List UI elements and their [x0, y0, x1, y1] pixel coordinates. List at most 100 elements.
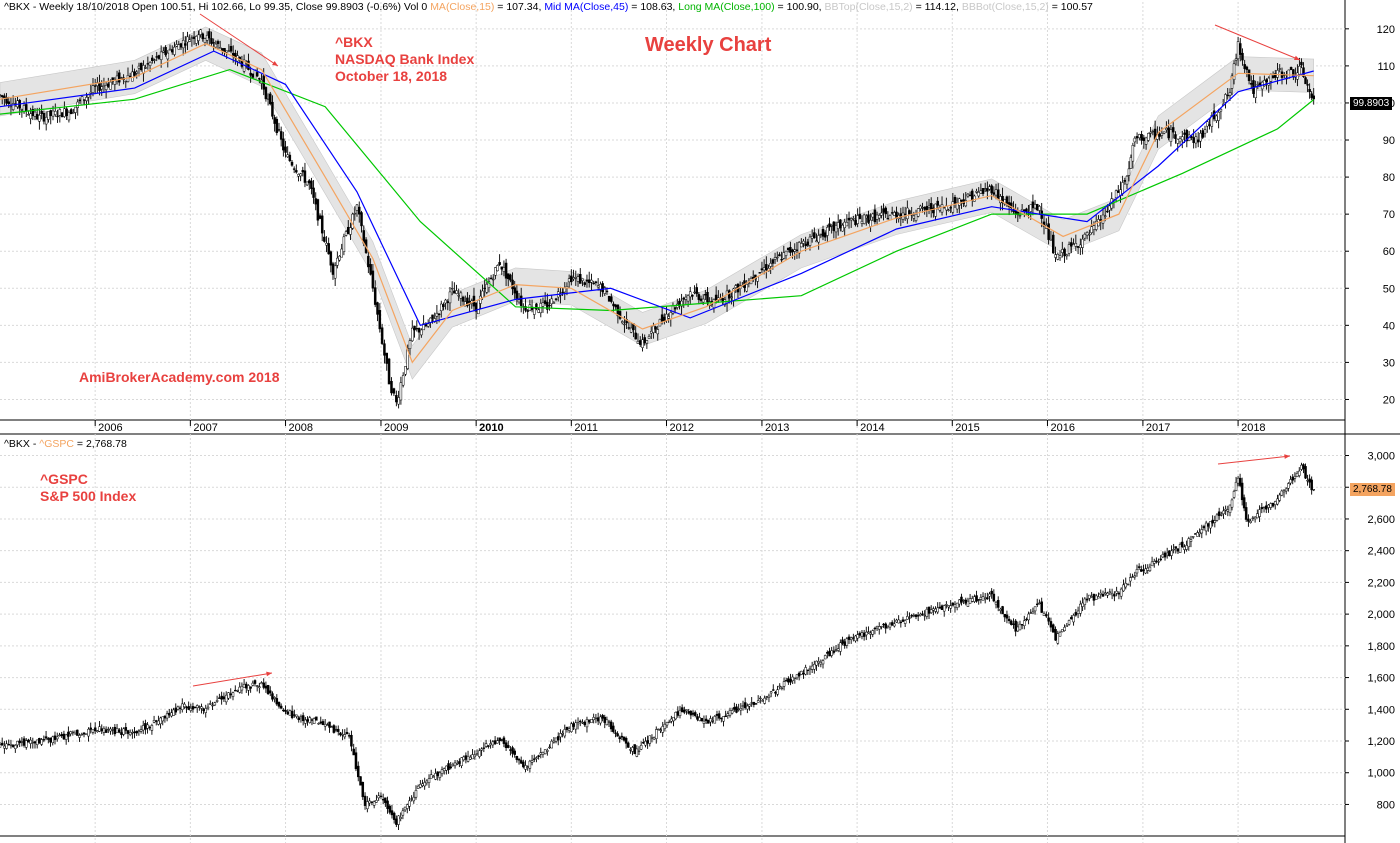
watermark-text: AmiBrokerAcademy.com 2018: [79, 369, 280, 385]
price-bar-body: [1142, 137, 1146, 142]
price-bar-body: [498, 737, 501, 742]
price-bar-body: [361, 781, 365, 798]
price-bar-body: [9, 743, 13, 746]
price-bar-body: [1090, 226, 1093, 233]
price-bar-body: [0, 95, 4, 97]
price-bar-body: [176, 706, 180, 710]
price-bar-body: [1243, 64, 1246, 69]
price-bar-body: [698, 717, 701, 721]
price-bar-body: [229, 693, 232, 696]
price-bar-body: [271, 693, 274, 700]
price-bar-body: [288, 710, 292, 716]
price-bar-body: [654, 326, 657, 330]
price-bar-body: [852, 637, 855, 639]
price-bar-body: [778, 254, 781, 257]
price-bar-body: [395, 395, 398, 403]
price-bar-body: [826, 227, 829, 236]
price-bar-body: [120, 77, 123, 79]
price-bar-body: [442, 304, 445, 307]
price-bar-body: [650, 737, 654, 739]
price-bar-body: [0, 744, 2, 748]
price-bar-body: [880, 626, 883, 628]
price-bar-body: [990, 590, 993, 595]
price-bar-body: [1304, 466, 1307, 479]
price-bar-body: [633, 744, 636, 754]
price-bar-body: [64, 734, 68, 740]
y-tick-label: 1,800: [1367, 641, 1395, 653]
price-bar-body: [305, 181, 309, 186]
price-bar-body: [899, 621, 903, 624]
price-bar-body: [1124, 582, 1127, 588]
price-bar-body: [635, 748, 639, 757]
price-bar-body: [76, 729, 79, 736]
price-bar-body: [1047, 223, 1050, 240]
price-bar-body: [1072, 615, 1075, 623]
price-bar-body: [7, 101, 10, 105]
price-bar-body: [688, 291, 692, 298]
price-bar-body: [841, 224, 844, 232]
price-bar-body: [1094, 221, 1098, 230]
price-bar-body: [253, 680, 257, 684]
price-bar-body: [442, 768, 446, 772]
price-bar-body: [299, 173, 302, 177]
gspc-name-annotation: S&P 500 Index: [40, 488, 137, 504]
price-bar-body: [387, 358, 391, 385]
price-bar-body: [839, 219, 842, 229]
price-bar-body: [258, 78, 261, 80]
price-bar-body: [469, 756, 472, 760]
price-bar-body: [359, 776, 362, 786]
price-bar-body: [515, 756, 519, 760]
price-bar-body: [953, 197, 957, 205]
price-bar-body: [1287, 483, 1290, 489]
price-bar-body: [1115, 590, 1118, 594]
price-bar-body: [1038, 602, 1041, 604]
price-bar-body: [1035, 204, 1039, 211]
price-bar-body: [1253, 516, 1257, 520]
price-bar-body: [858, 213, 862, 219]
price-bar-body: [429, 774, 433, 779]
price-bar-body: [1131, 576, 1134, 578]
price-bar-body: [776, 256, 779, 259]
price-bar-body: [425, 780, 429, 784]
price-bar-body: [117, 729, 121, 733]
price-bar-body: [444, 299, 447, 304]
price-bar-body: [843, 221, 846, 228]
price-bar-body: [1150, 561, 1154, 567]
price-bar-body: [1300, 61, 1303, 66]
price-bar-body: [475, 753, 479, 755]
price-bar-body: [137, 65, 141, 69]
price-bar-body: [290, 161, 294, 166]
price-bar-body: [255, 72, 259, 77]
price-bar-body: [1023, 620, 1026, 626]
price-bar-body: [789, 679, 792, 683]
price-bar-body: [255, 685, 259, 687]
price-bar-body: [437, 313, 441, 316]
price-bar-body: [477, 300, 480, 315]
price-bar-body: [638, 340, 642, 345]
price-bar-body: [31, 741, 35, 744]
price-bar-body: [162, 50, 165, 53]
price-bar-body: [526, 310, 529, 312]
price-bar-body: [722, 716, 725, 722]
price-bar-body: [133, 731, 136, 733]
gspc-2007-trend-arrow: [192, 672, 273, 687]
price-bar-body: [836, 222, 840, 229]
price-bar-body: [1023, 209, 1026, 211]
price-bar-body: [760, 268, 764, 271]
price-bar-body: [317, 723, 320, 725]
price-bar-body: [126, 730, 130, 734]
price-bar-body: [318, 215, 322, 219]
price-bar-body: [940, 605, 944, 610]
price-bar-body: [639, 745, 643, 750]
price-bar-body: [67, 731, 70, 737]
price-bar-body: [964, 599, 968, 604]
price-bar-body: [1113, 594, 1116, 597]
price-bar-body: [1210, 115, 1214, 127]
price-bar-body: [87, 728, 90, 737]
price-bar-body: [1289, 67, 1293, 70]
price-bar-body: [793, 249, 796, 252]
price-bar-body: [3, 745, 6, 749]
price-bar-body: [581, 278, 584, 281]
price-bar-body: [87, 94, 90, 98]
price-bar-body: [1090, 596, 1093, 598]
